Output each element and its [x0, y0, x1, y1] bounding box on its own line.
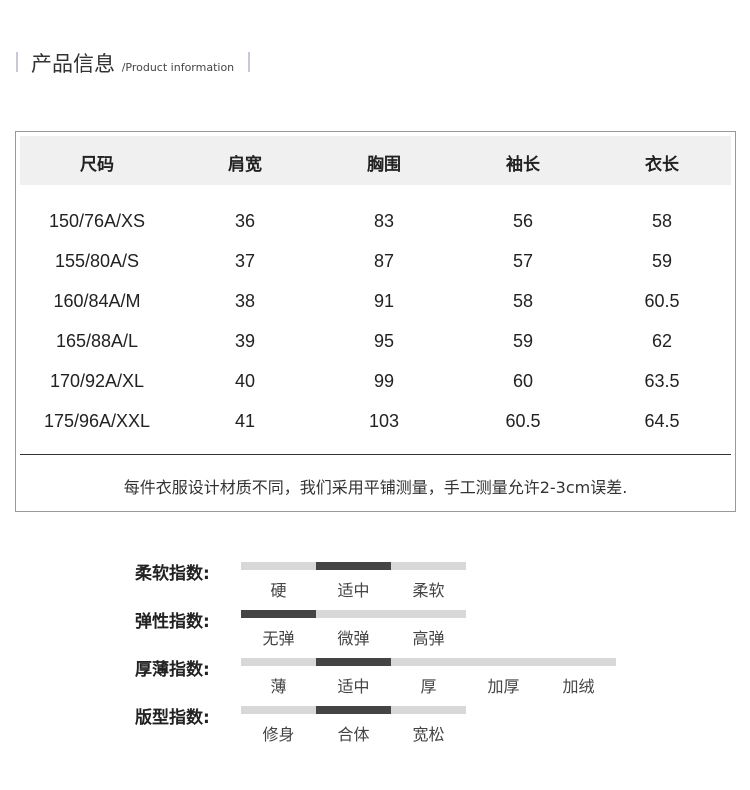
index-label: 厚薄指数: [135, 660, 210, 680]
column-header: 肩宽 [228, 155, 262, 175]
index-label: 版型指数: [135, 708, 210, 728]
index-segment [466, 658, 541, 666]
index-option: 硬 [270, 581, 287, 600]
table-cell: 58 [651, 211, 673, 231]
column-header: 尺码 [80, 155, 114, 175]
table-cell: 165/88A/L [55, 331, 139, 351]
index-label: 柔软指数: [135, 564, 210, 584]
table-cell: 39 [234, 331, 256, 351]
table-cell: 83 [373, 211, 395, 231]
index-segment [316, 562, 391, 570]
table-cell: 62 [651, 331, 673, 351]
table-cell: 58 [512, 291, 534, 311]
table-cell: 99 [373, 371, 395, 391]
column-header: 衣长 [645, 155, 679, 175]
table-cell: 91 [373, 291, 395, 311]
index-segment [316, 658, 391, 666]
table-cell: 175/96A/XXL [43, 411, 151, 431]
table-cell: 38 [234, 291, 256, 311]
table-cell: 64.5 [644, 411, 680, 431]
index-segment [391, 610, 466, 618]
index-segment [391, 706, 466, 714]
divider [20, 454, 731, 455]
index-segment [241, 658, 316, 666]
index-option: 高弹 [412, 629, 445, 648]
index-segment [391, 562, 466, 570]
table-cell: 41 [234, 411, 256, 431]
table-cell: 60 [512, 371, 534, 391]
index-segment [316, 706, 391, 714]
table-cell: 160/84A/M [53, 291, 141, 311]
table-cell: 40 [234, 371, 256, 391]
table-cell: 56 [512, 211, 534, 231]
title-text: 产品信息 [31, 52, 115, 76]
title-right-bar [248, 52, 250, 72]
index-segment [241, 610, 316, 618]
table-cell: 59 [512, 331, 534, 351]
table-cell: 150/76A/XS [48, 211, 146, 231]
index-label: 弹性指数: [135, 612, 210, 632]
title-subtitle: Product information [125, 61, 235, 74]
table-cell: 57 [512, 251, 534, 271]
index-option: 加厚 [487, 677, 520, 696]
table-cell: 59 [651, 251, 673, 271]
table-cell: 36 [234, 211, 256, 231]
index-option: 宽松 [412, 725, 445, 744]
index-option: 无弹 [262, 629, 295, 648]
table-cell: 95 [373, 331, 395, 351]
index-option: 合体 [337, 725, 370, 744]
index-segment [391, 658, 466, 666]
table-cell: 37 [234, 251, 256, 271]
index-segment [316, 610, 391, 618]
index-option: 修身 [262, 725, 295, 744]
table-cell: 170/92A/XL [49, 371, 145, 391]
index-segment [541, 658, 616, 666]
index-segment [241, 706, 316, 714]
title-separator: / [121, 61, 126, 74]
index-segment [241, 562, 316, 570]
measure-note: 每件衣服设计材质不同，我们采用平铺测量，手工测量允许2-3cm误差. [123, 478, 628, 497]
index-option: 厚 [420, 677, 437, 696]
table-cell: 155/80A/S [54, 251, 140, 271]
size-table [15, 131, 736, 512]
column-header: 胸围 [367, 155, 401, 175]
index-option: 柔软 [412, 581, 445, 600]
table-cell: 60.5 [644, 291, 680, 311]
table-cell: 103 [368, 411, 400, 431]
index-option: 薄 [270, 677, 287, 696]
index-option: 加绒 [562, 677, 595, 696]
title-left-bar [16, 52, 18, 72]
index-option: 微弹 [337, 629, 370, 648]
table-header [20, 136, 731, 185]
table-cell: 60.5 [505, 411, 541, 431]
table-cell: 87 [373, 251, 395, 271]
column-header: 袖长 [506, 155, 540, 175]
index-option: 适中 [337, 581, 370, 600]
section-title: 产品信息 /Product information [31, 48, 234, 78]
index-option: 适中 [337, 677, 370, 696]
table-cell: 63.5 [644, 371, 680, 391]
